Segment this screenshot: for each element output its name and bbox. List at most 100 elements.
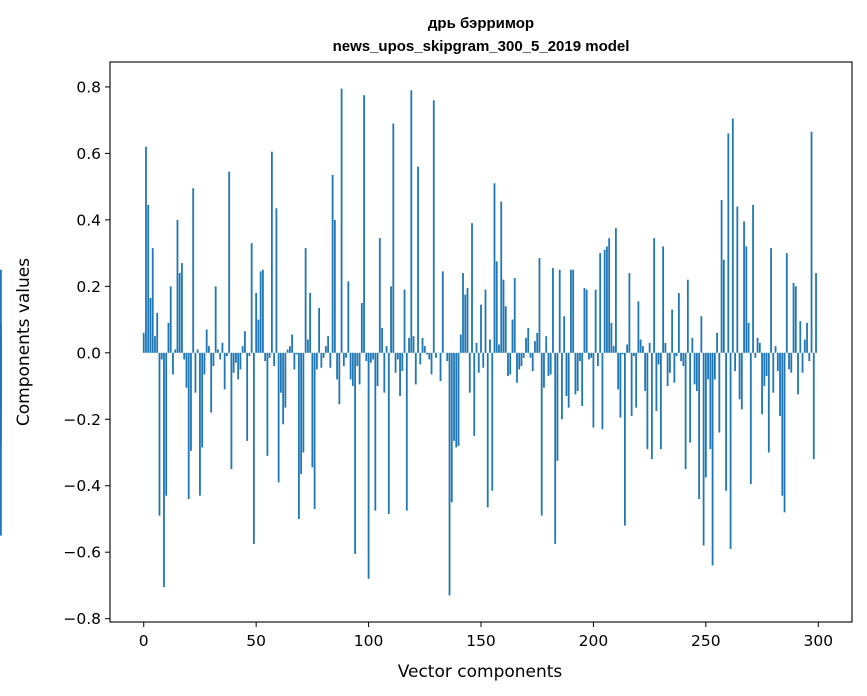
bar-component-278 (767, 352, 770, 453)
bar-component-206 (606, 246, 608, 353)
bar-component-124 (421, 337, 424, 353)
bar-component-36 (223, 352, 226, 390)
bar-component-135 (446, 352, 449, 362)
bar-component-98 (363, 95, 365, 353)
bar-component-102 (372, 352, 374, 360)
bar-component-127 (428, 352, 431, 360)
bar-component-133 (441, 271, 444, 353)
bar-component-239 (680, 352, 683, 362)
bar-component-39 (230, 352, 233, 470)
bar-component-42 (237, 352, 240, 380)
bar-component-123 (419, 352, 422, 365)
bar-component-217 (630, 352, 633, 416)
bar-component-247 (698, 352, 700, 500)
bar-series (0, 88, 817, 596)
bar-component-151 (482, 352, 485, 368)
bar-component-290 (794, 286, 797, 353)
bar-component-173 (531, 352, 534, 372)
bar-component-79 (320, 352, 323, 368)
bar-component-96 (358, 352, 361, 385)
bar-component-222 (641, 346, 644, 353)
bar-component-28 (205, 329, 208, 353)
bar-component-220 (637, 301, 640, 353)
bar-component-233 (666, 352, 669, 387)
bar-component-4 (151, 248, 154, 353)
bar-component-172 (529, 352, 532, 358)
y-tick-label: −0.4 (63, 477, 101, 495)
x-tick-label: 0 (139, 632, 149, 650)
bar-component-58 (273, 352, 276, 367)
bar-component-210 (615, 228, 617, 353)
bar-component-260 (727, 133, 730, 353)
bar-component-110 (390, 286, 392, 353)
bar-component-140 (457, 352, 460, 446)
bar-component-93 (351, 352, 354, 387)
bar-component-5 (154, 336, 156, 353)
y-tick-label: 0.0 (76, 344, 101, 362)
bar-component-177 (540, 352, 543, 516)
bar-component-137 (450, 352, 453, 503)
bar-component-298 (812, 352, 815, 460)
bar-component-45 (244, 331, 246, 353)
x-tick-label: 300 (803, 632, 833, 650)
bar-component-19 (185, 352, 188, 388)
bar-component-109 (387, 352, 390, 514)
bar-component-101 (369, 352, 372, 363)
plot-frame (109, 61, 853, 623)
bar-component-283 (779, 352, 781, 416)
bar-component-106 (381, 327, 383, 353)
bar-component-189 (567, 352, 570, 408)
bar-component-207 (608, 238, 611, 353)
y-tick-label: 0.4 (76, 211, 101, 229)
bar-component-141 (459, 334, 462, 353)
bar-component-20 (187, 352, 190, 500)
bar-component-89 (342, 352, 345, 367)
bar-component-192 (574, 352, 577, 395)
bar-component-160 (502, 279, 505, 353)
bar-component-54 (264, 352, 267, 362)
bar-component-25 (199, 352, 201, 496)
bar-component-251 (707, 352, 709, 380)
bar-component-267 (743, 221, 745, 353)
bar-component-78 (318, 307, 321, 353)
y-tick-label: −0.2 (63, 411, 101, 429)
bar-component-286 (785, 253, 788, 353)
bar-component-294 (803, 339, 806, 353)
bar-component-291 (797, 352, 799, 395)
bar-component-215 (626, 344, 629, 353)
bar-component-252 (709, 352, 712, 450)
bar-component-203 (599, 253, 602, 353)
bar-component-174 (534, 341, 536, 353)
bar-component-228 (655, 352, 658, 411)
bar-component-226 (650, 352, 653, 460)
bar-component-211 (617, 352, 620, 390)
bar-component-120 (412, 336, 415, 353)
bar-component-53 (262, 269, 264, 353)
bar-component-270 (749, 352, 752, 485)
bar-component-183 (554, 352, 557, 544)
bar-component-248 (700, 316, 703, 353)
bar-component-126 (426, 352, 428, 355)
bar-component-263 (734, 352, 736, 372)
x-tick-label: 250 (691, 632, 721, 650)
bar-component-139 (455, 352, 458, 448)
bar-component-276 (763, 352, 766, 387)
bar-component-285 (783, 352, 786, 513)
bar-component-231 (662, 246, 665, 353)
bar-component-111 (392, 123, 395, 353)
x-axis-ticks: 0 50 100 150 200 250 300 (139, 622, 833, 650)
bar-component-85 (333, 219, 336, 353)
bar-component-125 (423, 346, 426, 353)
bar-component-193 (576, 352, 579, 392)
bar-component-201 (594, 289, 597, 353)
bar-component-191 (572, 269, 575, 353)
bar-component-86 (336, 352, 338, 380)
bar-component-52 (259, 271, 262, 353)
bar-component-240 (682, 352, 685, 367)
bar-component-162 (507, 352, 509, 377)
bar-component-62 (282, 352, 285, 425)
bar-component-100 (367, 352, 370, 579)
bar-component-121 (414, 352, 417, 385)
bar-component-156 (493, 183, 496, 353)
bar-component-224 (646, 352, 649, 450)
